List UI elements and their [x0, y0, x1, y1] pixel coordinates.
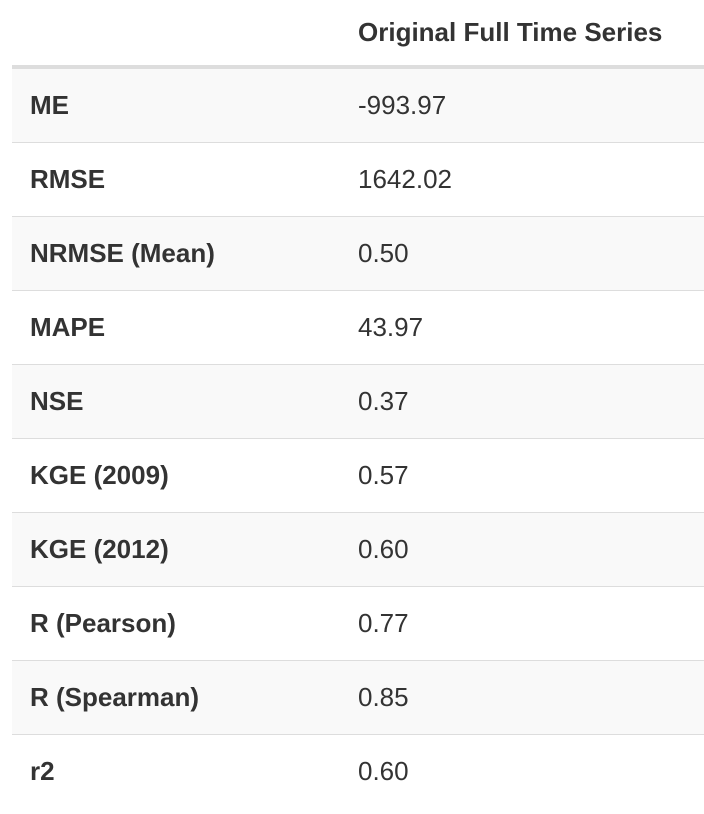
- table-body: ME -993.97 RMSE 1642.02 NRMSE (Mean) 0.5…: [12, 67, 704, 808]
- metric-name-cell: R (Spearman): [12, 660, 340, 735]
- metric-name-cell: NSE: [12, 364, 340, 439]
- table-row: ME -993.97: [12, 67, 704, 143]
- value-column-header: Original Full Time Series: [340, 0, 704, 69]
- table-row: R (Spearman) 0.85: [12, 660, 704, 735]
- table-header: Original Full Time Series: [12, 0, 704, 69]
- metric-name-cell: RMSE: [12, 142, 340, 217]
- table-row: R (Pearson) 0.77: [12, 586, 704, 661]
- table-row: NRMSE (Mean) 0.50: [12, 216, 704, 291]
- metric-value-cell: -993.97: [340, 67, 704, 143]
- metric-name-cell: KGE (2012): [12, 512, 340, 587]
- metric-value-cell: 0.85: [340, 660, 704, 735]
- metric-value-cell: 0.37: [340, 364, 704, 439]
- metric-value-cell: 0.60: [340, 734, 704, 808]
- metric-name-cell: R (Pearson): [12, 586, 340, 661]
- metric-name-cell: KGE (2009): [12, 438, 340, 513]
- header-row: Original Full Time Series: [12, 0, 704, 69]
- metrics-table: Original Full Time Series ME -993.97 RMS…: [12, 0, 704, 808]
- table-row: NSE 0.37: [12, 364, 704, 439]
- metric-value-cell: 1642.02: [340, 142, 704, 217]
- metric-value-cell: 0.57: [340, 438, 704, 513]
- metric-name-cell: ME: [12, 67, 340, 143]
- metric-column-header: [12, 0, 340, 69]
- metrics-table-container: Original Full Time Series ME -993.97 RMS…: [12, 0, 704, 808]
- metric-name-cell: r2: [12, 734, 340, 808]
- table-row: r2 0.60: [12, 734, 704, 808]
- table-row: KGE (2012) 0.60: [12, 512, 704, 587]
- metric-name-cell: NRMSE (Mean): [12, 216, 340, 291]
- metric-name-cell: MAPE: [12, 290, 340, 365]
- metric-value-cell: 43.97: [340, 290, 704, 365]
- metric-value-cell: 0.60: [340, 512, 704, 587]
- table-row: MAPE 43.97: [12, 290, 704, 365]
- table-row: KGE (2009) 0.57: [12, 438, 704, 513]
- metric-value-cell: 0.77: [340, 586, 704, 661]
- metric-value-cell: 0.50: [340, 216, 704, 291]
- table-row: RMSE 1642.02: [12, 142, 704, 217]
